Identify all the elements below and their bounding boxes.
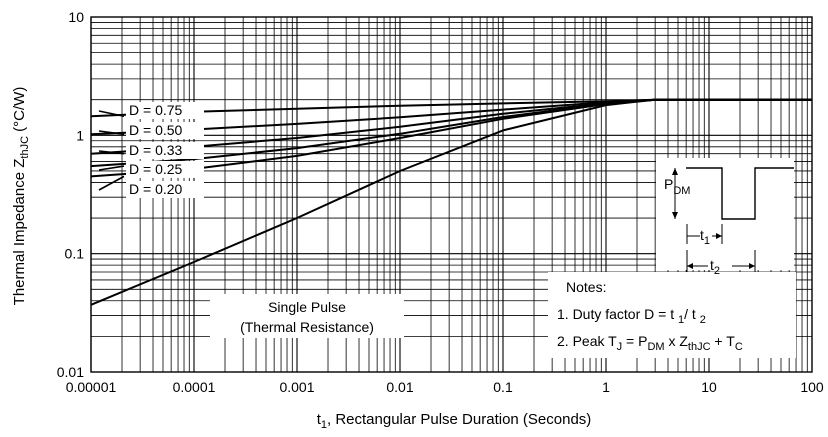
- notes-box: Notes: 1. Duty factor D = t 1/ t 2 2. Pe…: [548, 272, 796, 358]
- x-tick-label: 100: [800, 379, 824, 395]
- notes-line-2: 2. Peak TJ = PDM x ZthJC + TC: [557, 333, 743, 353]
- y-tick-label: 0.1: [65, 246, 85, 262]
- y-tick-label: 0.01: [57, 364, 84, 380]
- svg-text:Single Pulse: Single Pulse: [268, 299, 346, 315]
- x-tick-label: 0.0001: [173, 379, 216, 395]
- notes-heading: Notes:: [566, 279, 606, 295]
- duty-leader-3: [98, 165, 125, 171]
- y-axis-title: Thermal Impedance ZthJC (°C/W): [11, 87, 31, 306]
- x-tick-label: 10: [701, 379, 717, 395]
- x-tick-label: 0.01: [386, 379, 413, 395]
- single-pulse-label: Single Pulse (Thermal Resistance): [210, 294, 404, 338]
- duty-label-4: D = 0.20: [129, 181, 183, 197]
- plot-frame: [90, 16, 813, 373]
- y-tick-label: 1: [76, 127, 84, 143]
- tick-labels: 0.00001 0.0001 0.001 0.01 0.1 1 10 100 0.01 0.1 1 1…: [57, 9, 824, 395]
- waveform-t2-label: t2: [710, 257, 720, 277]
- x-axis-title: t1, Rectangular Pulse Duration (Seconds): [317, 411, 592, 431]
- waveform-pdm-label: PDM: [664, 176, 690, 197]
- duty-label-2: D = 0.33: [129, 142, 183, 158]
- duty-leader-4: [98, 175, 125, 191]
- duty-leader-2: [98, 150, 125, 155]
- x-tick-label: 0.1: [493, 379, 513, 395]
- duty-leader-1: [98, 130, 125, 136]
- duty-label-3: D = 0.25: [129, 161, 183, 177]
- duty-cycle-labels: D = 0.75 D = 0.50 D = 0.33 D = 0.25 D = 0.20: [98, 102, 204, 198]
- series-curve-5: [90, 98, 812, 306]
- duty-leader-0: [98, 110, 125, 118]
- duty-label-1: D = 0.50: [129, 122, 183, 138]
- duty-label-0: D = 0.75: [129, 102, 183, 118]
- x-tick-label: 0.001: [279, 379, 314, 395]
- curves: [90, 98, 812, 306]
- x-tick-label: 1: [602, 379, 610, 395]
- notes-line-1: 1. Duty factor D = t 1/ t 2: [557, 306, 706, 326]
- y-tick-label: 10: [68, 9, 84, 25]
- x-tick-label: 0.00001: [66, 379, 117, 395]
- waveform-t1-label: t1: [700, 227, 710, 247]
- pulse-waveform-inset: PDM t1 t2: [656, 158, 794, 277]
- svg-text:(Thermal Resistance): (Thermal Resistance): [240, 319, 374, 335]
